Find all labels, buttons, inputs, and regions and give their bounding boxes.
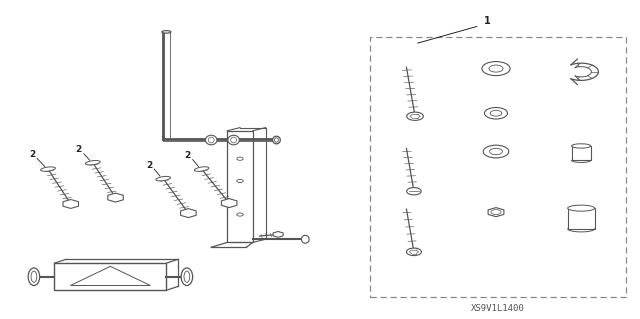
Bar [370,37,626,297]
Bar [54,263,166,290]
Ellipse shape [205,135,217,145]
Text: 2: 2 [184,151,191,160]
Circle shape [406,188,421,195]
Ellipse shape [568,205,595,211]
Circle shape [482,62,510,76]
Text: 2: 2 [29,150,35,159]
Ellipse shape [28,268,40,286]
Polygon shape [108,193,124,202]
Polygon shape [180,209,196,218]
Ellipse shape [40,167,56,171]
Polygon shape [221,199,237,208]
Polygon shape [63,199,79,208]
Ellipse shape [228,135,239,145]
Ellipse shape [195,167,209,171]
Bar [227,131,253,242]
Ellipse shape [181,268,193,286]
Ellipse shape [301,235,309,243]
Polygon shape [273,232,283,237]
FancyBboxPatch shape [568,208,595,229]
Ellipse shape [273,136,280,144]
Circle shape [484,108,508,119]
Circle shape [407,112,424,120]
Text: 2: 2 [146,161,152,170]
Ellipse shape [156,176,170,181]
Text: XS9V1L1400: XS9V1L1400 [471,304,525,313]
FancyBboxPatch shape [572,146,591,160]
Polygon shape [488,208,504,217]
Ellipse shape [572,144,591,148]
Ellipse shape [162,31,171,33]
Text: 1: 1 [484,16,491,26]
Ellipse shape [85,160,100,165]
Circle shape [483,145,509,158]
Circle shape [406,248,421,256]
Text: 2: 2 [76,145,82,154]
